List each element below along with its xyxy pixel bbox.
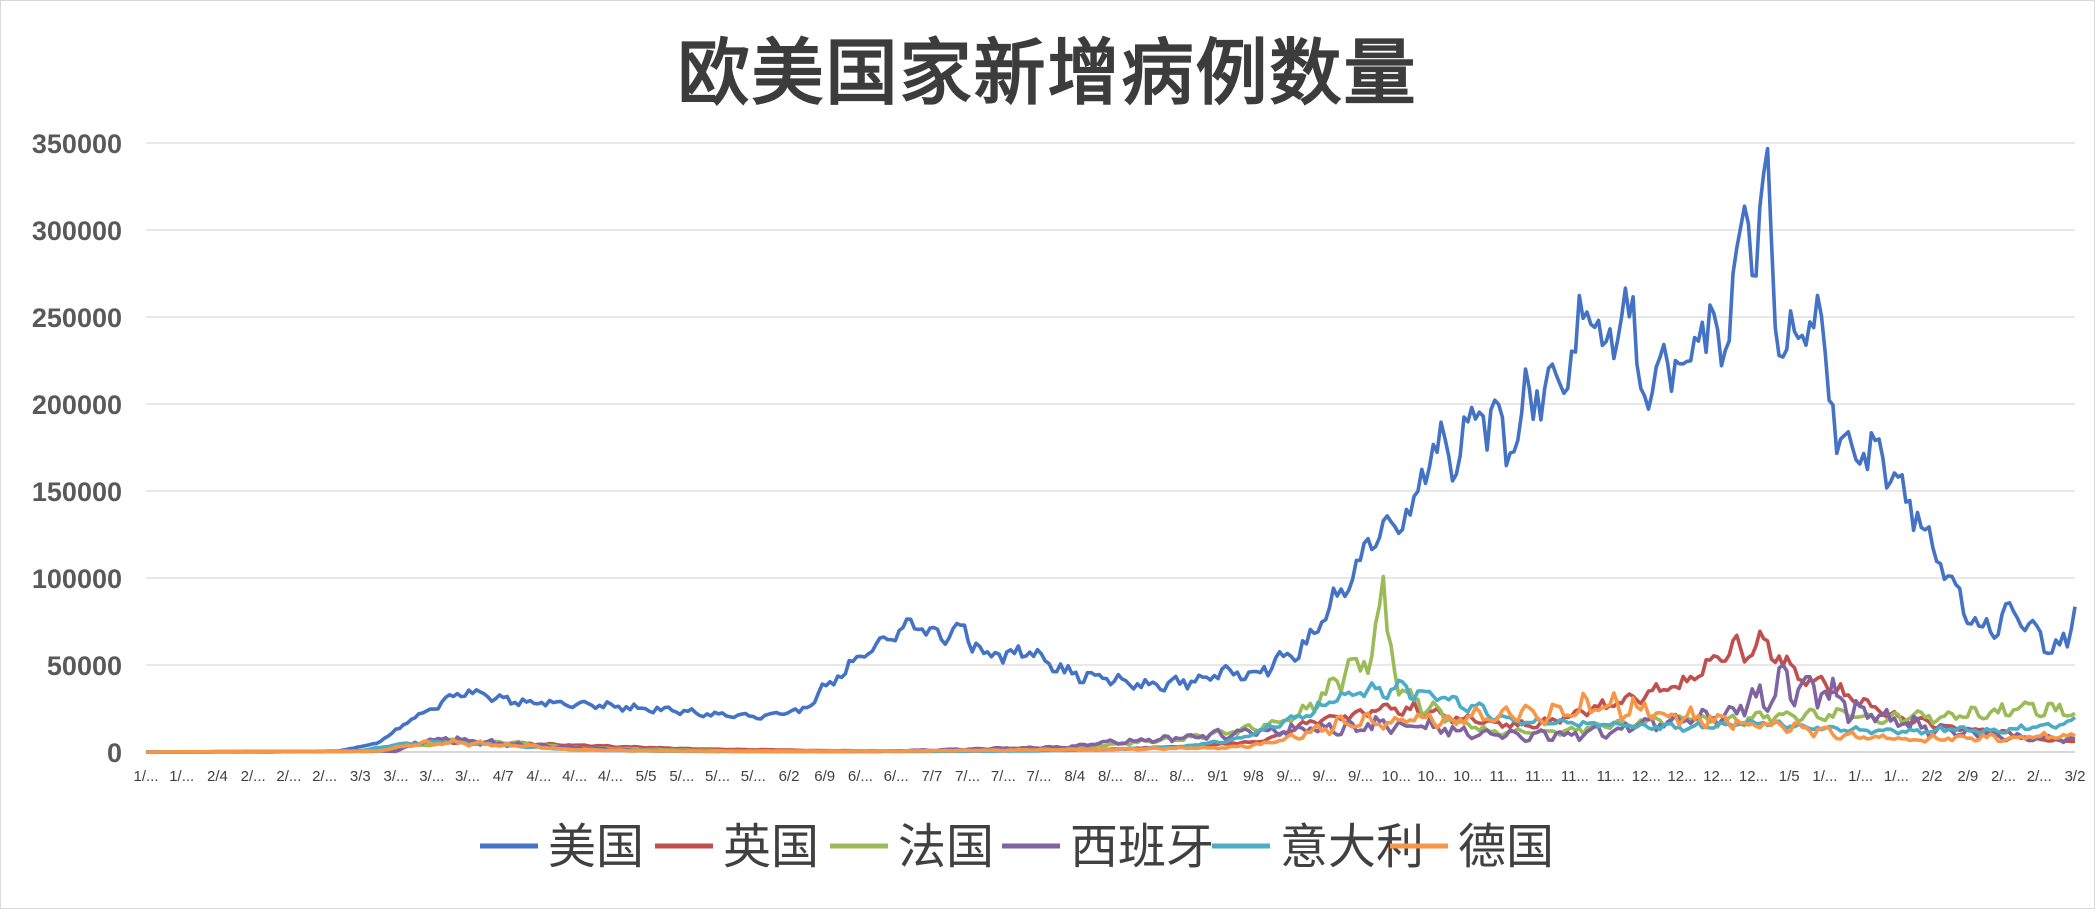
legend-label: 法国 <box>898 819 994 875</box>
x-tick-label: 6/9 <box>814 768 835 785</box>
legend-label: 英国 <box>723 819 819 875</box>
chart-title: 欧美国家新增病例数量 <box>677 30 1418 115</box>
x-tick-label: 7/... <box>991 768 1016 785</box>
x-tick-label: 6/... <box>848 768 873 785</box>
x-tick-label: 5/... <box>741 768 766 785</box>
series-line-1 <box>146 146 2077 754</box>
x-tick-label: 8/... <box>1134 768 1159 785</box>
x-tick-label: 11... <box>1525 768 1553 785</box>
y-axis-ticks: 0 50000 100000 150000 200000 250000 300000 3500… <box>32 129 122 768</box>
x-tick-label: 4/... <box>598 768 623 785</box>
x-tick-label: 12... <box>1739 768 1768 785</box>
x-tick-label: 7/... <box>1027 768 1052 785</box>
x-tick-label: 4/7 <box>493 768 514 785</box>
x-tick-label: 9/8 <box>1243 768 1264 785</box>
x-tick-label: 2/... <box>241 768 266 785</box>
x-tick-label: 10... <box>1417 768 1446 785</box>
legend-label: 美国 <box>548 819 644 875</box>
y-tick-label: 200000 <box>32 390 122 420</box>
x-tick-label: 11... <box>1561 768 1589 785</box>
x-tick-label: 7/7 <box>921 768 942 785</box>
x-tick-label: 9/1 <box>1207 768 1228 785</box>
x-tick-label: 8/... <box>1169 768 1194 785</box>
x-tick-label: 2/... <box>1991 768 2016 785</box>
x-tick-label: 8/... <box>1098 768 1123 785</box>
y-tick-label: 350000 <box>32 129 122 159</box>
x-tick-label: 8/4 <box>1064 768 1085 785</box>
y-tick-label: 0 <box>107 738 122 768</box>
legend: 美国 英国 法国 西班牙 意大利 德国 <box>480 819 1554 875</box>
series-line-6 <box>146 691 2076 754</box>
x-tick-label: 2/2 <box>1922 768 1943 785</box>
y-tick-label: 250000 <box>32 303 122 333</box>
x-tick-label: 3/2 <box>2065 768 2086 785</box>
x-tick-label: 5/... <box>669 768 694 785</box>
x-tick-label: 11... <box>1489 768 1517 785</box>
legend-label: 德国 <box>1458 819 1554 875</box>
x-tick-label: 6/... <box>884 768 909 785</box>
x-tick-label: 12... <box>1667 768 1696 785</box>
x-tick-label: 3/... <box>384 768 409 785</box>
gridlines <box>146 142 2075 753</box>
y-tick-label: 150000 <box>32 477 122 507</box>
x-tick-label: 3/3 <box>350 768 371 785</box>
x-tick-label: 12... <box>1703 768 1732 785</box>
x-tick-label: 2/... <box>276 768 301 785</box>
x-tick-label: 1/... <box>1884 768 1909 785</box>
x-tick-label: 1/5 <box>1779 768 1800 785</box>
x-tick-label: 7/... <box>955 768 980 785</box>
x-tick-label: 5/5 <box>636 768 657 785</box>
x-tick-label: 9/... <box>1312 768 1337 785</box>
series-lines <box>146 146 2077 754</box>
x-tick-label: 9/... <box>1277 768 1302 785</box>
legend-label: 西班牙 <box>1070 819 1214 875</box>
y-tick-label: 50000 <box>47 651 122 681</box>
x-tick-label: 2/... <box>312 768 337 785</box>
x-tick-label: 2/... <box>2027 768 2052 785</box>
x-tick-label: 12... <box>1632 768 1661 785</box>
x-tick-label: 2/4 <box>207 768 228 785</box>
x-tick-label: 1/... <box>169 768 194 785</box>
series-line-2 <box>146 629 2076 754</box>
x-tick-label: 6/2 <box>779 768 800 785</box>
x-tick-label: 4/... <box>526 768 551 785</box>
x-tick-label: 9/... <box>1348 768 1373 785</box>
y-tick-label: 300000 <box>32 216 122 246</box>
x-tick-label: 4/... <box>562 768 587 785</box>
x-tick-label: 3/... <box>419 768 444 785</box>
y-tick-label: 100000 <box>32 564 122 594</box>
x-tick-label: 5/... <box>705 768 730 785</box>
x-tick-label: 1/... <box>1848 768 1873 785</box>
series-line-4 <box>146 663 2076 754</box>
x-tick-label: 2/9 <box>1957 768 1978 785</box>
x-axis-ticks: 1/... 1/... 2/4 2/... 2/... 2/... 3/3 3/... 3/..… <box>133 768 2085 785</box>
x-tick-label: 3/... <box>455 768 480 785</box>
x-tick-label: 10... <box>1382 768 1411 785</box>
x-tick-label: 11... <box>1597 768 1625 785</box>
x-tick-label: 1/... <box>1812 768 1837 785</box>
x-tick-label: 1/... <box>133 768 158 785</box>
x-tick-label: 10... <box>1453 768 1482 785</box>
